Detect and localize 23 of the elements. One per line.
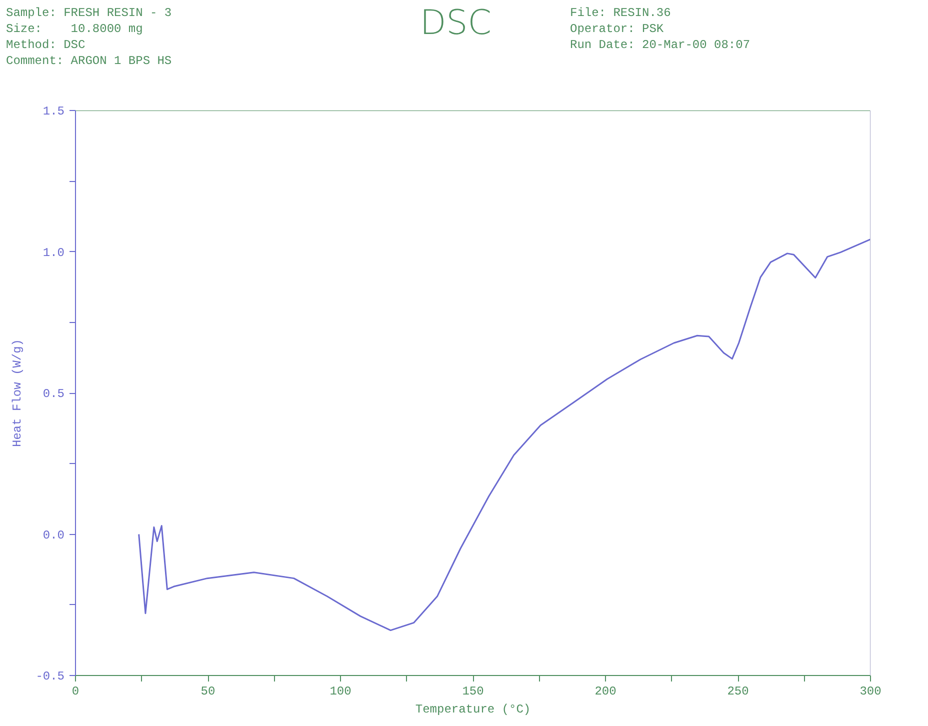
chart-title: DSC [420,3,493,45]
text: Comment: ARGON 1 BPS HS [6,54,172,68]
x-tick-label: 300 [860,684,882,698]
x-tick-label: 100 [330,684,352,698]
x-tick-label: 150 [462,684,484,698]
y-tick-label: 1.0 [42,246,65,260]
text: Size: 10.8000 mg [6,22,143,36]
line-series [138,238,870,632]
text: Method: DSC [6,38,86,52]
y-axis-title: Heat Flow (W/g) [10,338,25,448]
y-tick-label: 0.5 [42,387,65,401]
x-tick-label: 200 [594,684,616,698]
text: File: RESIN.36 [570,6,671,20]
x-axis-title: Temperature (°C) [415,702,531,716]
y-tick-label: 1.5 [42,104,65,118]
y-tick-label: -0.5 [36,670,65,684]
x-tick-label: 0 [72,684,80,698]
x-tick-label: 50 [200,684,216,698]
text: Sample: FRESH RESIN - 3 [6,6,172,20]
text: Run Date: 20-Mar-00 08:07 [570,38,750,52]
text: Operator: PSK [570,22,664,36]
x-tick-label: 250 [727,684,749,698]
y-tick-label: 0.0 [42,528,65,542]
